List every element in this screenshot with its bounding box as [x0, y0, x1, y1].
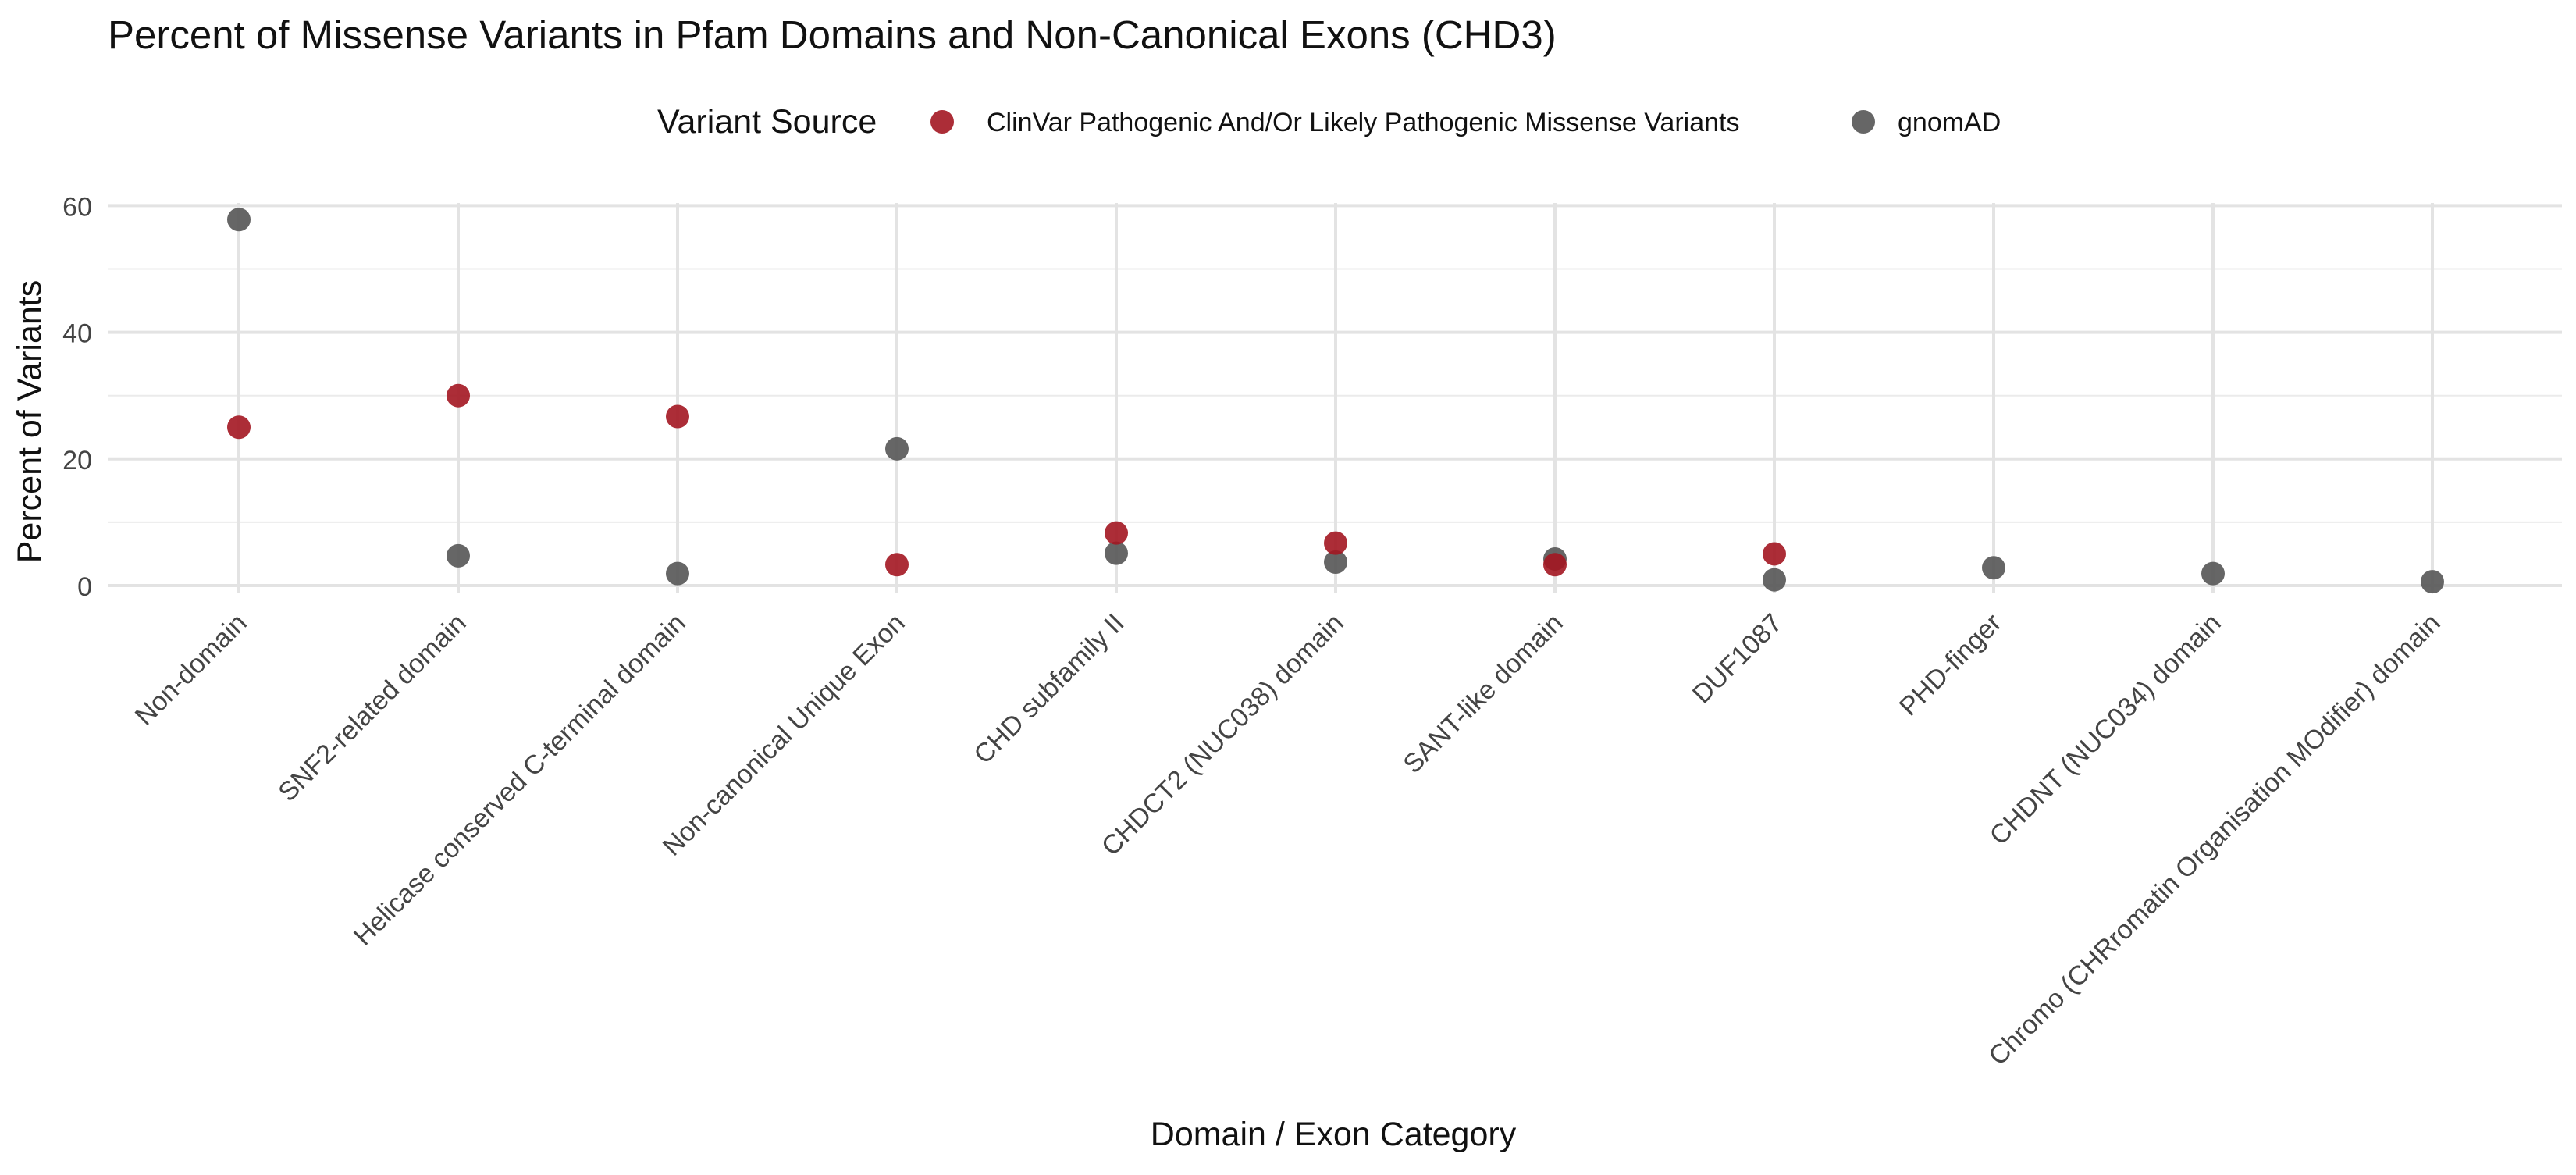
y-axis-tick-labels: 0 20 40 60 — [62, 192, 92, 602]
y-tick-label: 20 — [62, 446, 92, 475]
data-point-gnomad — [885, 436, 909, 461]
x-axis-title: Domain / Exon Category — [1151, 1116, 1517, 1153]
y-tick-label: 40 — [62, 319, 92, 349]
legend-label-clinvar: ClinVar Pathogenic And/Or Likely Pathoge… — [987, 108, 1739, 137]
data-point-clinvar — [1105, 521, 1128, 545]
points-layer — [227, 208, 2444, 594]
data-point-clinvar — [1324, 531, 1347, 555]
data-point-gnomad — [227, 208, 251, 232]
data-point-gnomad — [1105, 541, 1128, 565]
data-point-clinvar — [1543, 553, 1567, 577]
legend-title: Variant Source — [657, 103, 877, 141]
y-tick-label: 60 — [62, 192, 92, 222]
data-point-gnomad — [1763, 568, 1786, 592]
data-point-gnomad — [2201, 561, 2225, 586]
legend: Variant Source ClinVar Pathogenic And/Or… — [657, 103, 2001, 141]
chart-title: Percent of Missense Variants in Pfam Dom… — [108, 12, 1557, 57]
data-point-gnomad — [1982, 556, 2005, 580]
y-tick-label: 0 — [77, 572, 92, 602]
legend-label-gnomad: gnomAD — [1898, 108, 2001, 137]
data-point-gnomad — [2421, 570, 2444, 594]
data-point-gnomad — [447, 543, 470, 568]
y-axis-title: Percent of Variants — [11, 280, 48, 564]
grid-layer — [108, 203, 2562, 593]
data-point-clinvar — [447, 383, 470, 408]
legend-key-gnomad — [1852, 110, 1875, 134]
data-point-clinvar — [885, 553, 909, 577]
data-point-gnomad — [1324, 550, 1347, 574]
data-point-gnomad — [666, 561, 689, 586]
data-point-clinvar — [1763, 542, 1786, 566]
legend-items: ClinVar Pathogenic And/Or Likely Pathoge… — [930, 108, 2001, 137]
data-point-clinvar — [666, 404, 689, 429]
data-point-clinvar — [227, 415, 251, 440]
legend-key-clinvar — [930, 110, 954, 134]
